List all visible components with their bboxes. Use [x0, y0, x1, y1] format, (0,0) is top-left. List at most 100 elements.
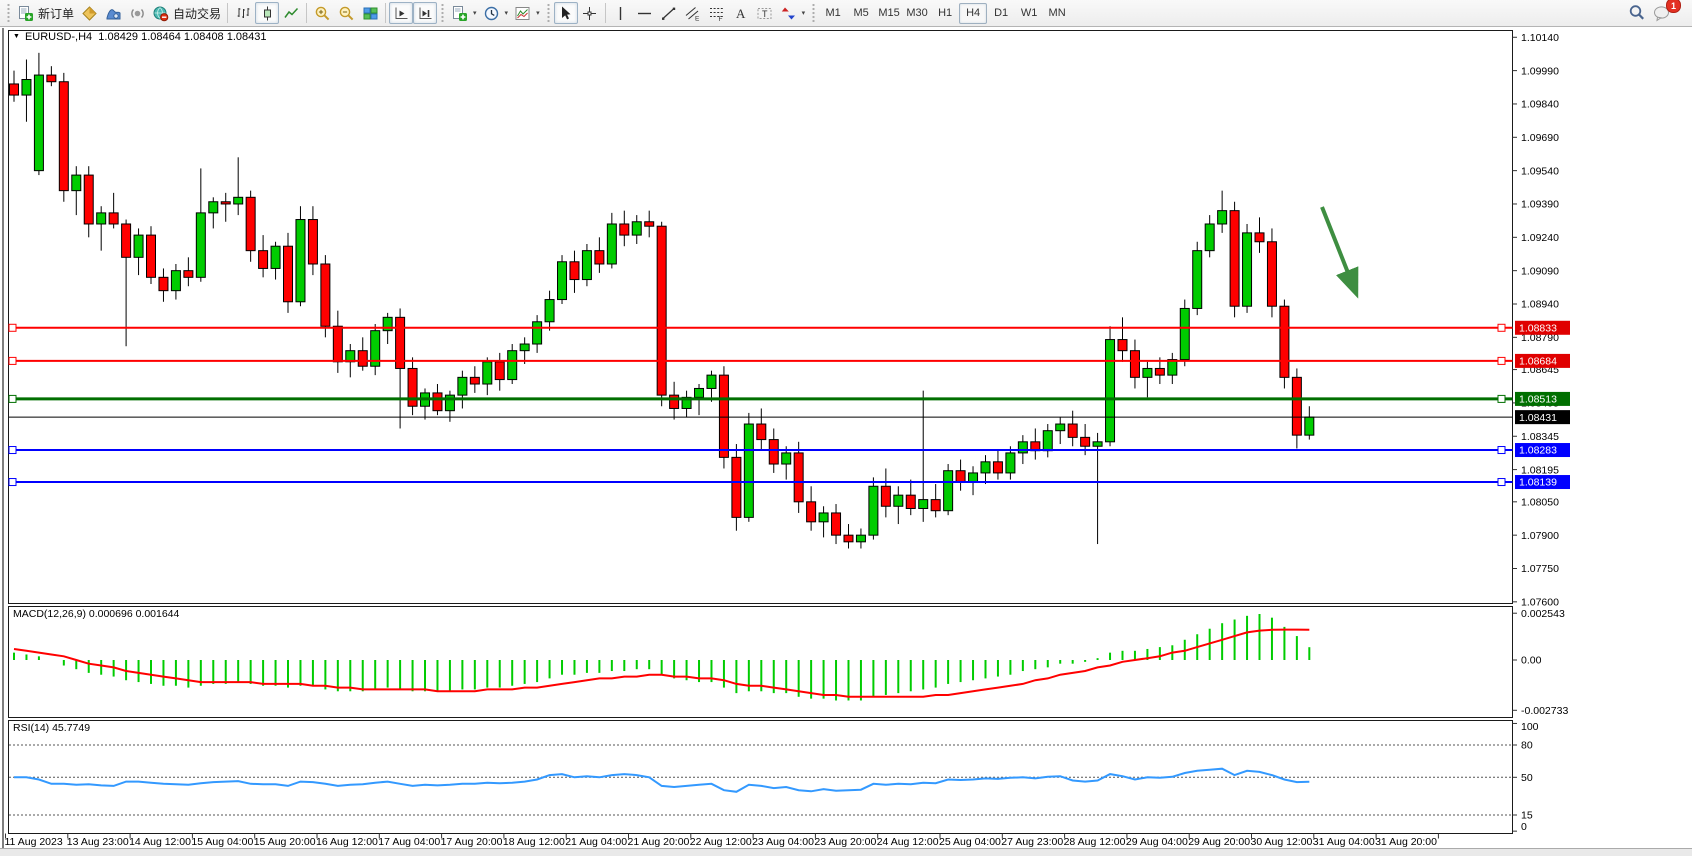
- toolbar-grip[interactable]: [811, 4, 817, 22]
- candle-body: [208, 201, 219, 214]
- market-watch-button[interactable]: [101, 2, 125, 24]
- bar-chart-button[interactable]: [231, 2, 255, 24]
- timeframe-mn-button[interactable]: MN: [1048, 7, 1066, 19]
- new-order-button[interactable]: 新订单: [14, 2, 77, 24]
- candle-body: [444, 394, 455, 412]
- autotrading-label: 自动交易: [173, 6, 222, 21]
- text-tool-button[interactable]: A: [729, 2, 753, 24]
- toolbar-grip[interactable]: [545, 4, 551, 22]
- candle-body: [868, 485, 879, 536]
- price-tick-label: 1.09540: [1521, 165, 1559, 177]
- trendline-tool-button[interactable]: [657, 2, 681, 24]
- candle-body: [183, 270, 194, 278]
- cursor-button[interactable]: [553, 2, 578, 24]
- candle-body: [220, 201, 231, 205]
- candles-layer: [9, 52, 1315, 549]
- candle-body: [407, 367, 418, 407]
- fibonacci-tool-button[interactable]: F: [705, 2, 729, 24]
- collapse-triangle-icon[interactable]: ▼: [13, 33, 20, 40]
- time-label: 28 Aug 12:00: [1064, 836, 1126, 848]
- candle-body: [1192, 250, 1203, 309]
- timeframe-m15-button[interactable]: M15: [878, 7, 900, 19]
- alerts-button[interactable]: [125, 2, 149, 24]
- candle-body: [656, 225, 667, 396]
- timeframe-w1-button[interactable]: W1: [1020, 7, 1038, 19]
- candle-body: [1217, 210, 1228, 225]
- toolbar-separator: [227, 3, 229, 23]
- candle-body: [357, 350, 368, 367]
- timeframe-h4-button[interactable]: H4: [959, 2, 988, 24]
- candle-body: [1105, 339, 1116, 443]
- rsi-axis-label: 0: [1521, 821, 1527, 833]
- horizontal-line-tool-button[interactable]: [633, 2, 657, 24]
- timeframe-m5-button[interactable]: M5: [853, 7, 869, 19]
- equidistant-channel-tool-button[interactable]: E: [681, 2, 705, 24]
- profiles-button[interactable]: [77, 2, 101, 24]
- macd-panel-frame: [8, 606, 1513, 718]
- candle-body: [1067, 423, 1078, 438]
- candle-body: [1042, 430, 1053, 452]
- timeframe-d1-button[interactable]: D1: [994, 7, 1009, 19]
- timeframe-m1-button[interactable]: M1: [825, 7, 841, 19]
- zoom-in-button[interactable]: [310, 2, 334, 24]
- level-anchor-square: [8, 323, 17, 332]
- zoom-out-button[interactable]: [334, 2, 358, 24]
- candle-body: [494, 361, 505, 381]
- text-label-tool-button[interactable]: T: [753, 2, 777, 24]
- templates-button[interactable]: ▾: [511, 2, 543, 24]
- candle-body: [831, 512, 842, 536]
- svg-text:T: T: [762, 8, 768, 18]
- channel-icon: E: [684, 5, 701, 22]
- candle-body: [108, 212, 119, 225]
- vertical-line-tool-button[interactable]: [609, 2, 633, 24]
- candle-body: [544, 299, 555, 323]
- price-tick-label: 1.09090: [1521, 265, 1559, 277]
- autotrading-button[interactable]: 自动交易: [149, 2, 224, 24]
- time-label: 14 Aug 12:00: [129, 836, 191, 848]
- candlestick-chart-button[interactable]: [255, 2, 280, 24]
- arrows-tool-button[interactable]: ▾: [777, 2, 809, 24]
- timeframe-m30-button[interactable]: M30: [906, 7, 928, 19]
- candle-body: [1117, 339, 1128, 352]
- bottom-strip: [0, 849, 1692, 856]
- rsi-label: RSI(14) 45.7749: [13, 722, 91, 734]
- new-order-label: 新订单: [38, 6, 75, 21]
- line-chart-button[interactable]: [279, 2, 303, 24]
- candle-body: [681, 396, 692, 409]
- indicators-button[interactable]: ▾: [448, 2, 480, 24]
- text-a-icon: A: [732, 5, 749, 22]
- candle-body: [855, 534, 866, 543]
- macd-axis-label: 0.002543: [1521, 608, 1565, 620]
- chart-title-text: EURUSD-,H4 1.08429 1.08464 1.08408 1.084…: [24, 31, 267, 43]
- level-anchor-square: [1497, 394, 1506, 403]
- time-label: 13 Aug 23:00: [67, 836, 129, 848]
- price-label-box: [1515, 320, 1570, 335]
- candle-body: [370, 330, 381, 367]
- time-label: 31 Aug 04:00: [1313, 836, 1375, 848]
- candle-body: [694, 387, 705, 398]
- chat-bubble-icon: [1652, 4, 1672, 22]
- chart-shift-button[interactable]: [413, 2, 438, 24]
- candle-body: [606, 223, 617, 265]
- price-tick-label: 1.10140: [1521, 32, 1559, 44]
- candle-body: [980, 461, 991, 474]
- candle-body: [718, 374, 729, 458]
- candle-body: [245, 196, 256, 252]
- search-button[interactable]: [1625, 2, 1649, 24]
- auto-scroll-button[interactable]: [389, 2, 414, 24]
- time-label: 23 Aug 20:00: [814, 836, 876, 848]
- toolbar-grip[interactable]: [440, 4, 446, 22]
- timeframe-h1-button[interactable]: H1: [938, 7, 953, 19]
- candle-body: [1291, 376, 1302, 436]
- toolbar-grip[interactable]: [6, 4, 11, 22]
- candle-body: [1266, 241, 1277, 307]
- crosshair-button[interactable]: [578, 2, 602, 24]
- level-anchor-square: [1497, 323, 1506, 332]
- tile-windows-button[interactable]: [358, 2, 382, 24]
- candle-body: [669, 394, 680, 409]
- notifications-button[interactable]: 1: [1649, 0, 1681, 24]
- candle-body: [1017, 441, 1028, 454]
- periods-button[interactable]: ▾: [480, 2, 512, 24]
- time-label: 15 Aug 20:00: [254, 836, 316, 848]
